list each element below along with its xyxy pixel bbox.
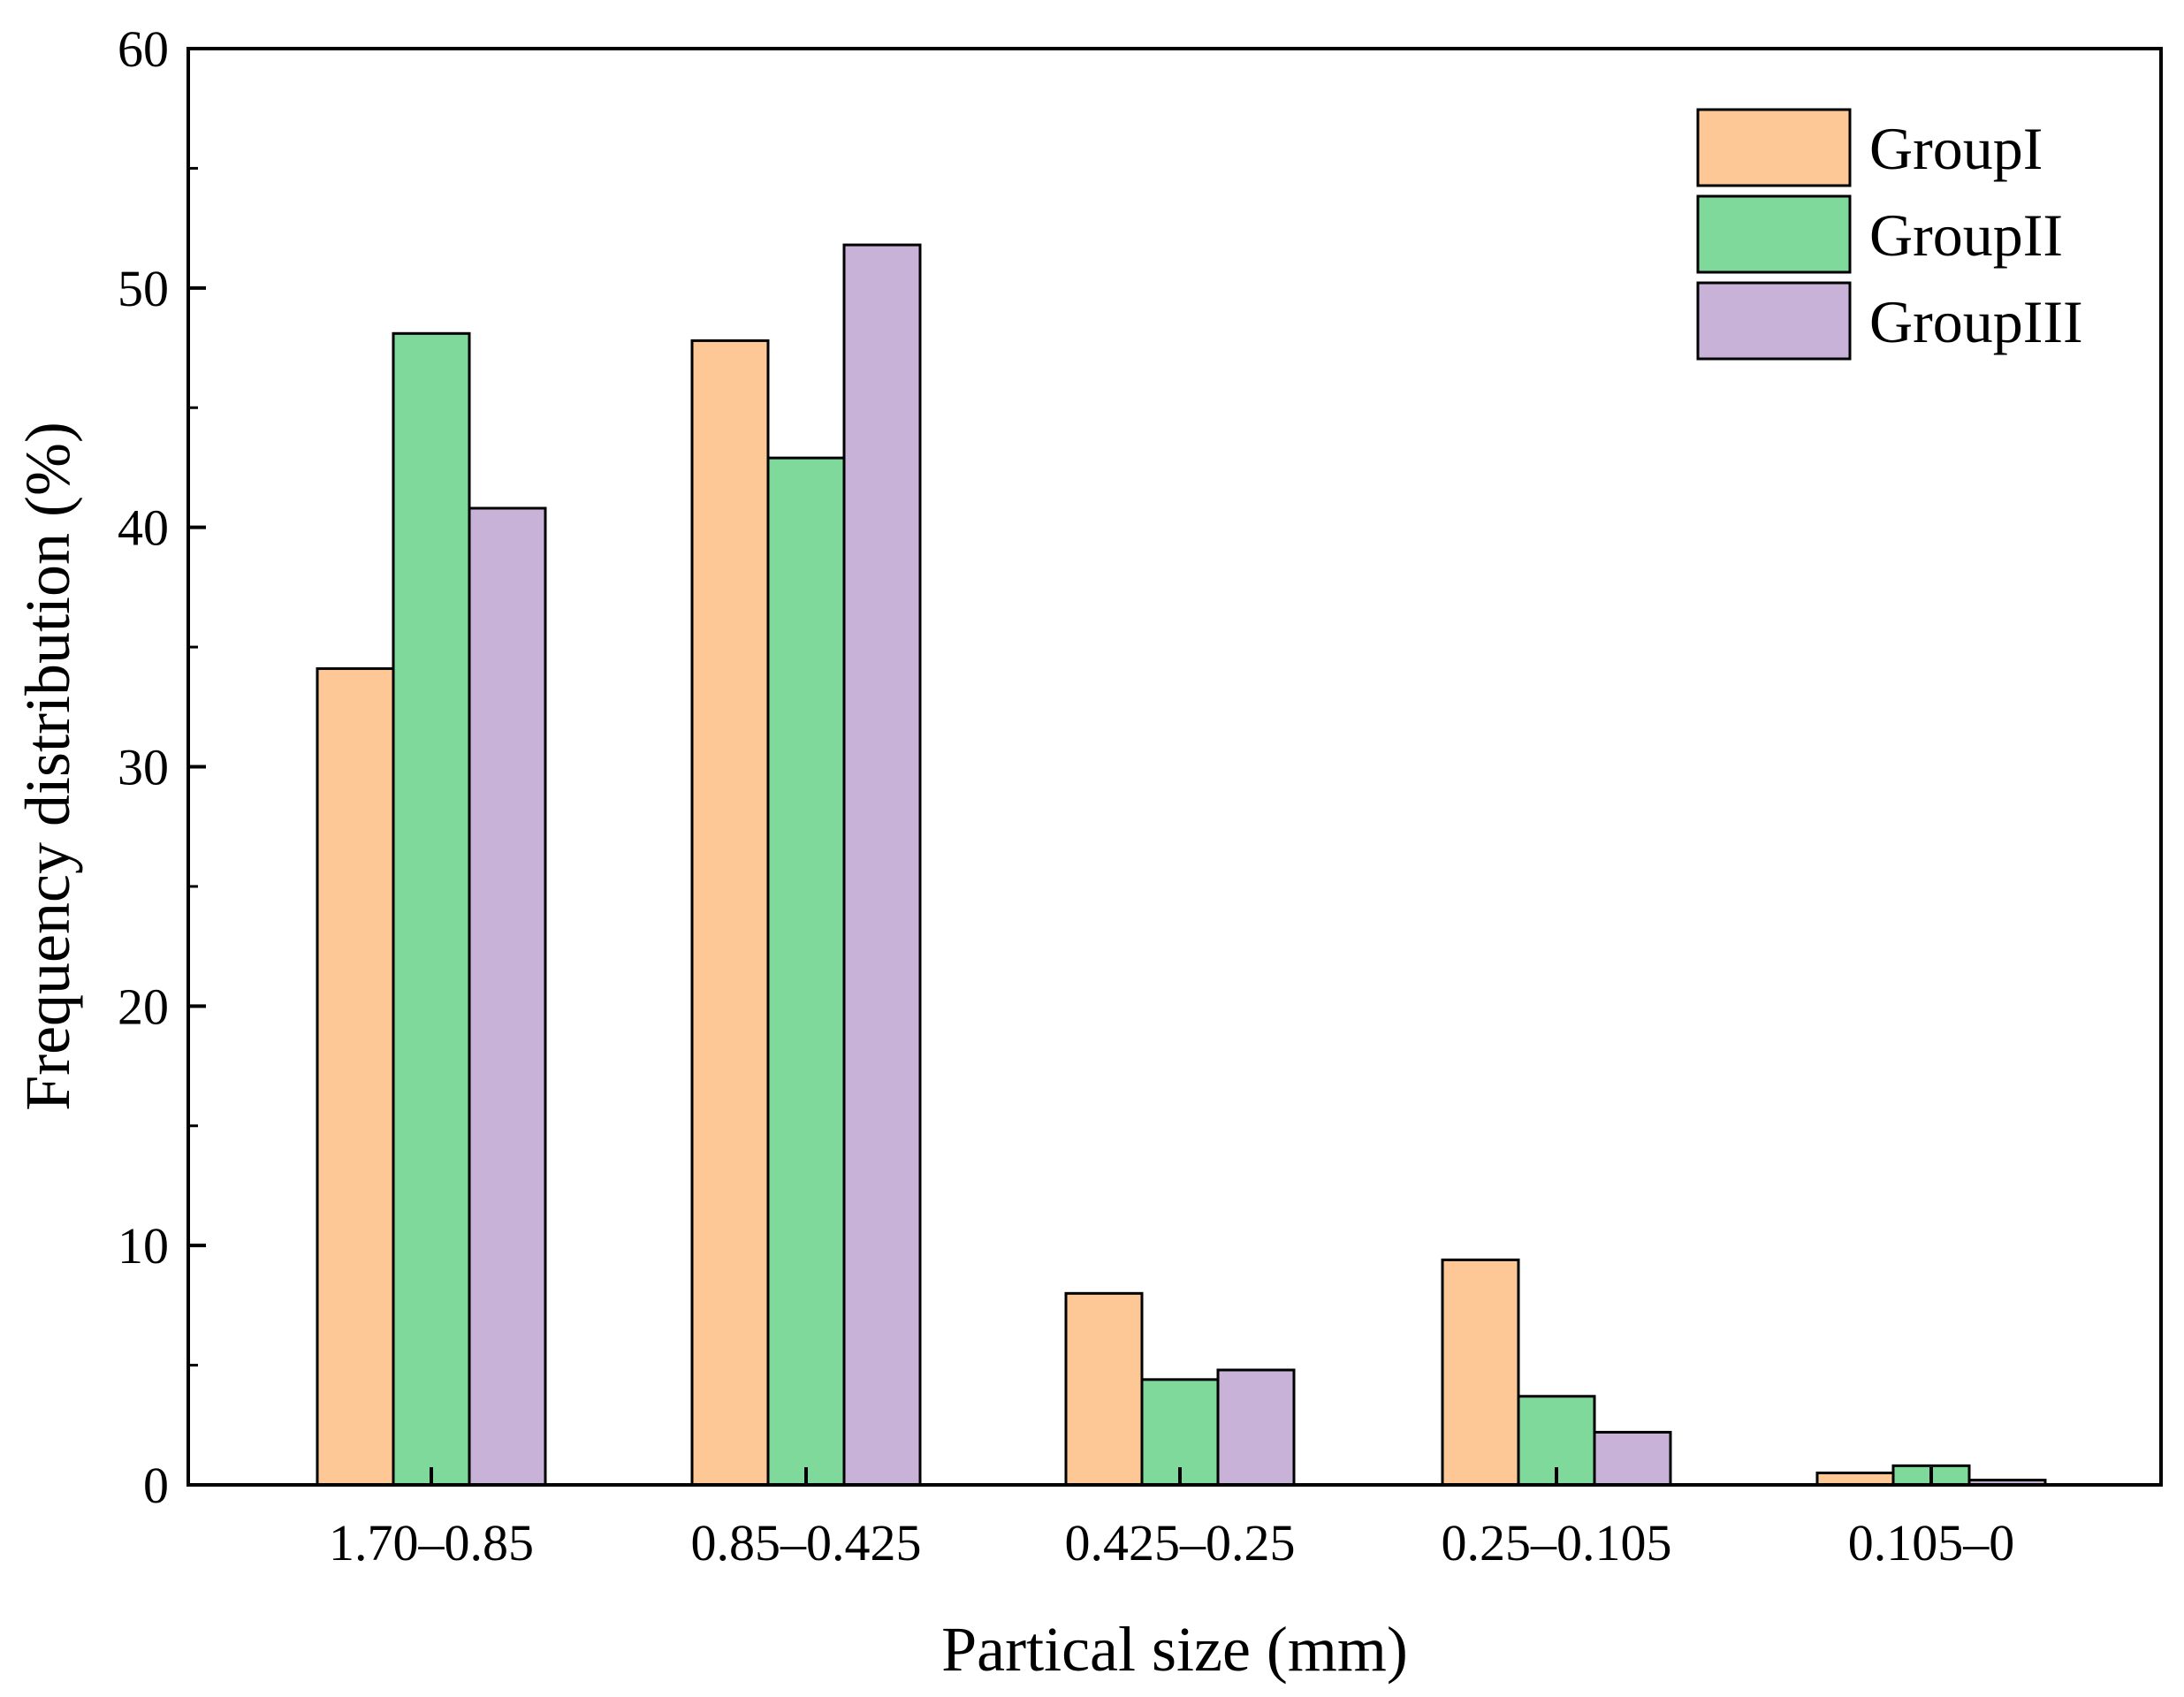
bar-groupiii-2	[1216, 1368, 1296, 1487]
y-tick-label: 30	[118, 739, 169, 796]
legend-swatch-groupiii	[1696, 281, 1852, 361]
legend-label-groupi: GroupI	[1869, 115, 2043, 182]
x-axis-title: Partical size (mm)	[941, 1614, 1408, 1685]
bar-groupi-1	[690, 339, 770, 1487]
legend-swatch-groupii	[1696, 194, 1852, 274]
y-tick-label: 60	[118, 20, 169, 78]
bar-groupi-0	[316, 666, 395, 1487]
y-tick-label: 10	[118, 1217, 169, 1275]
bar-groupiii-1	[842, 243, 922, 1487]
x-tick-label: 0.25–0.105	[1442, 1514, 1672, 1571]
y-axis-title: Frequency distribution (%)	[12, 422, 83, 1111]
legend: GroupI GroupII GroupIII	[1696, 108, 2083, 361]
x-tick-label: 0.105–0	[1848, 1514, 2015, 1571]
bar-groupiii-0	[468, 506, 547, 1487]
x-tick-label: 0.85–0.425	[691, 1514, 922, 1571]
legend-label-groupiii: GroupIII	[1869, 288, 2083, 355]
bar-groupi-3	[1441, 1258, 1520, 1487]
bar-groupiii-3	[1593, 1430, 1672, 1487]
y-tick-label: 50	[118, 260, 169, 317]
y-tick-label: 40	[118, 499, 169, 557]
x-tick-label: 1.70–0.85	[329, 1514, 534, 1571]
bar-groupii-1	[766, 456, 846, 1487]
bar-groupii-0	[392, 331, 471, 1487]
y-tick-label: 20	[118, 978, 169, 1035]
bars-layer	[316, 243, 2047, 1487]
x-tick-label: 0.425–0.25	[1065, 1514, 1296, 1571]
legend-swatch-groupi	[1696, 108, 1852, 187]
legend-label-groupii: GroupII	[1869, 202, 2063, 269]
bar-groupi-2	[1064, 1291, 1144, 1487]
y-axis: 0 10 20 30 40 50 60	[118, 20, 206, 1514]
bar-groupi-4	[1815, 1471, 1895, 1487]
x-axis: 1.70–0.85 0.85–0.425 0.425–0.25 0.25–0.105 0…	[329, 1467, 2014, 1571]
y-tick-label: 0	[143, 1457, 169, 1514]
